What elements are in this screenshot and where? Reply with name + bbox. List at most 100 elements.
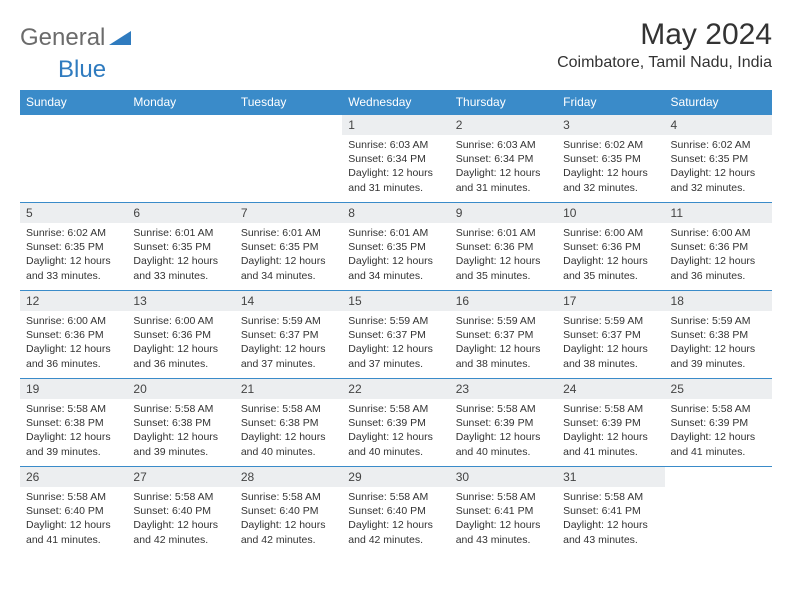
day-details: Sunrise: 5:58 AMSunset: 6:41 PMDaylight:… [450,487,557,551]
day-number: 21 [235,379,342,399]
weekday-header: Friday [557,90,664,115]
day-details: Sunrise: 6:00 AMSunset: 6:36 PMDaylight:… [127,311,234,375]
day-number: 16 [450,291,557,311]
day-number: 31 [557,467,664,487]
calendar-cell: 7Sunrise: 6:01 AMSunset: 6:35 PMDaylight… [235,203,342,291]
day-number: 7 [235,203,342,223]
day-number: 15 [342,291,449,311]
calendar-cell: 30Sunrise: 5:58 AMSunset: 6:41 PMDayligh… [450,467,557,555]
day-number: 9 [450,203,557,223]
calendar-cell: 21Sunrise: 5:58 AMSunset: 6:38 PMDayligh… [235,379,342,467]
day-details: Sunrise: 6:02 AMSunset: 6:35 PMDaylight:… [665,135,772,199]
calendar-cell: 13Sunrise: 6:00 AMSunset: 6:36 PMDayligh… [127,291,234,379]
calendar-week-row: 26Sunrise: 5:58 AMSunset: 6:40 PMDayligh… [20,467,772,555]
day-number: 14 [235,291,342,311]
day-details: Sunrise: 6:01 AMSunset: 6:35 PMDaylight:… [235,223,342,287]
triangle-icon [109,27,131,50]
day-number: 29 [342,467,449,487]
calendar-cell: .. [665,467,772,555]
calendar-cell: 15Sunrise: 5:59 AMSunset: 6:37 PMDayligh… [342,291,449,379]
calendar-cell: 31Sunrise: 5:58 AMSunset: 6:41 PMDayligh… [557,467,664,555]
title-block: May 2024 Coimbatore, Tamil Nadu, India [557,18,772,72]
logo-text-blue: Blue [58,56,106,83]
calendar-cell: 2Sunrise: 6:03 AMSunset: 6:34 PMDaylight… [450,115,557,203]
calendar-cell: 26Sunrise: 5:58 AMSunset: 6:40 PMDayligh… [20,467,127,555]
weekday-header: Tuesday [235,90,342,115]
weekday-header: Wednesday [342,90,449,115]
calendar-cell: 16Sunrise: 5:59 AMSunset: 6:37 PMDayligh… [450,291,557,379]
day-number: 1 [342,115,449,135]
day-details: Sunrise: 5:59 AMSunset: 6:37 PMDaylight:… [342,311,449,375]
day-details: Sunrise: 5:58 AMSunset: 6:39 PMDaylight:… [665,399,772,463]
weekday-header: Monday [127,90,234,115]
day-details: Sunrise: 6:02 AMSunset: 6:35 PMDaylight:… [20,223,127,287]
day-details: Sunrise: 6:01 AMSunset: 6:35 PMDaylight:… [342,223,449,287]
calendar-cell: 9Sunrise: 6:01 AMSunset: 6:36 PMDaylight… [450,203,557,291]
day-details: Sunrise: 5:58 AMSunset: 6:38 PMDaylight:… [127,399,234,463]
day-details: Sunrise: 5:58 AMSunset: 6:38 PMDaylight:… [20,399,127,463]
logo: General [20,18,133,52]
day-details: Sunrise: 6:03 AMSunset: 6:34 PMDaylight:… [342,135,449,199]
day-number: 28 [235,467,342,487]
calendar-cell: 27Sunrise: 5:58 AMSunset: 6:40 PMDayligh… [127,467,234,555]
calendar-week-row: ......1Sunrise: 6:03 AMSunset: 6:34 PMDa… [20,115,772,203]
day-number: 10 [557,203,664,223]
day-number: 27 [127,467,234,487]
day-number: 13 [127,291,234,311]
day-number: 20 [127,379,234,399]
day-number: 2 [450,115,557,135]
day-details: Sunrise: 6:03 AMSunset: 6:34 PMDaylight:… [450,135,557,199]
day-number: 30 [450,467,557,487]
day-number: 24 [557,379,664,399]
day-number: 8 [342,203,449,223]
calendar-cell: 3Sunrise: 6:02 AMSunset: 6:35 PMDaylight… [557,115,664,203]
day-number: 18 [665,291,772,311]
calendar-cell: 12Sunrise: 6:00 AMSunset: 6:36 PMDayligh… [20,291,127,379]
calendar-cell: 11Sunrise: 6:00 AMSunset: 6:36 PMDayligh… [665,203,772,291]
calendar-cell: 22Sunrise: 5:58 AMSunset: 6:39 PMDayligh… [342,379,449,467]
day-details: Sunrise: 5:58 AMSunset: 6:39 PMDaylight:… [450,399,557,463]
day-details: Sunrise: 5:58 AMSunset: 6:40 PMDaylight:… [235,487,342,551]
calendar-week-row: 19Sunrise: 5:58 AMSunset: 6:38 PMDayligh… [20,379,772,467]
calendar-cell: 24Sunrise: 5:58 AMSunset: 6:39 PMDayligh… [557,379,664,467]
calendar-cell: .. [127,115,234,203]
calendar-cell: .. [20,115,127,203]
calendar-cell: 20Sunrise: 5:58 AMSunset: 6:38 PMDayligh… [127,379,234,467]
day-number: 11 [665,203,772,223]
day-details: Sunrise: 5:59 AMSunset: 6:37 PMDaylight:… [450,311,557,375]
day-number: 4 [665,115,772,135]
calendar-cell: 29Sunrise: 5:58 AMSunset: 6:40 PMDayligh… [342,467,449,555]
day-details: Sunrise: 5:59 AMSunset: 6:37 PMDaylight:… [557,311,664,375]
day-details: Sunrise: 5:58 AMSunset: 6:38 PMDaylight:… [235,399,342,463]
calendar-head: SundayMondayTuesdayWednesdayThursdayFrid… [20,90,772,115]
day-details: Sunrise: 6:02 AMSunset: 6:35 PMDaylight:… [557,135,664,199]
calendar-cell: 4Sunrise: 6:02 AMSunset: 6:35 PMDaylight… [665,115,772,203]
calendar-table: SundayMondayTuesdayWednesdayThursdayFrid… [20,90,772,555]
calendar-cell: 25Sunrise: 5:58 AMSunset: 6:39 PMDayligh… [665,379,772,467]
calendar-cell: 28Sunrise: 5:58 AMSunset: 6:40 PMDayligh… [235,467,342,555]
weekday-row: SundayMondayTuesdayWednesdayThursdayFrid… [20,90,772,115]
day-number: 19 [20,379,127,399]
calendar-cell: 14Sunrise: 5:59 AMSunset: 6:37 PMDayligh… [235,291,342,379]
calendar-cell: 6Sunrise: 6:01 AMSunset: 6:35 PMDaylight… [127,203,234,291]
day-details: Sunrise: 6:00 AMSunset: 6:36 PMDaylight:… [557,223,664,287]
day-number: 26 [20,467,127,487]
weekday-header: Thursday [450,90,557,115]
logo-text-general: General [20,24,105,52]
day-number: 22 [342,379,449,399]
calendar-cell: 17Sunrise: 5:59 AMSunset: 6:37 PMDayligh… [557,291,664,379]
day-details: Sunrise: 5:58 AMSunset: 6:40 PMDaylight:… [342,487,449,551]
location-text: Coimbatore, Tamil Nadu, India [557,54,772,72]
calendar-cell: 19Sunrise: 5:58 AMSunset: 6:38 PMDayligh… [20,379,127,467]
day-number: 17 [557,291,664,311]
day-number: 5 [20,203,127,223]
calendar-cell: .. [235,115,342,203]
day-number: 12 [20,291,127,311]
calendar-cell: 18Sunrise: 5:59 AMSunset: 6:38 PMDayligh… [665,291,772,379]
day-details: Sunrise: 5:58 AMSunset: 6:40 PMDaylight:… [127,487,234,551]
day-number: 25 [665,379,772,399]
calendar-week-row: 12Sunrise: 6:00 AMSunset: 6:36 PMDayligh… [20,291,772,379]
day-details: Sunrise: 5:58 AMSunset: 6:41 PMDaylight:… [557,487,664,551]
calendar-cell: 10Sunrise: 6:00 AMSunset: 6:36 PMDayligh… [557,203,664,291]
day-details: Sunrise: 6:00 AMSunset: 6:36 PMDaylight:… [20,311,127,375]
